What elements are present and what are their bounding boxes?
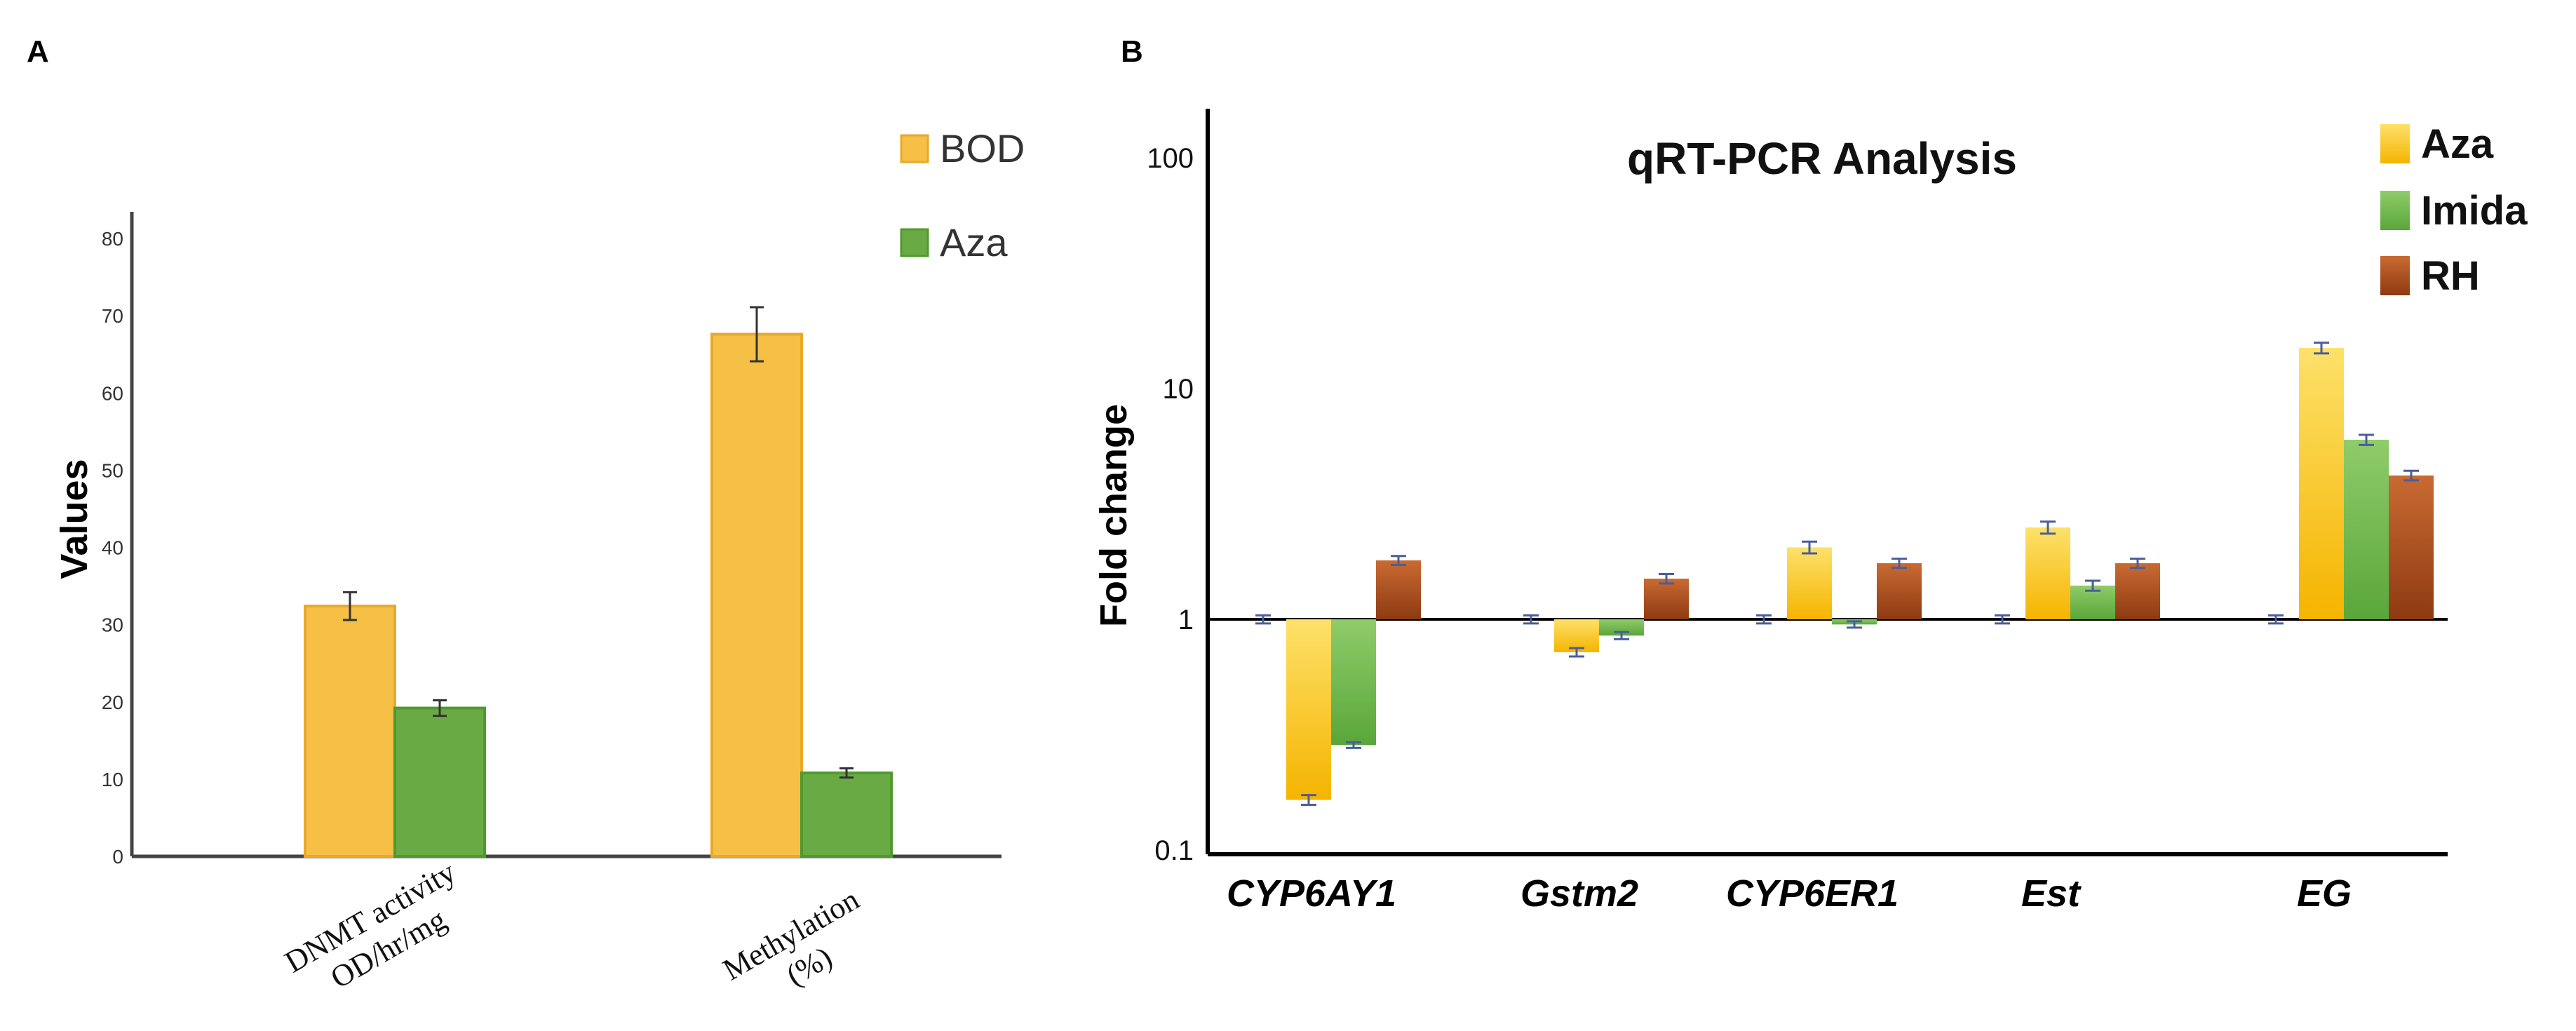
b-bar-aza (1554, 619, 1599, 652)
b-bar-rh (1877, 563, 1922, 619)
b-bar-rh (2389, 475, 2434, 619)
a-legend-label-bod: BOD (940, 126, 1025, 170)
b-bar-aza (1787, 547, 1832, 619)
panel-b-letter: B (1121, 34, 1143, 69)
b-y-tick-label: 0.1 (1154, 835, 1194, 866)
b-legend-label-rh: RH (2421, 253, 2480, 299)
a-y-tick-label: 10 (102, 769, 123, 790)
b-bar-rh (1376, 560, 1421, 619)
panel-a-letter: A (27, 34, 49, 69)
a-category-label: Methylation(%) (717, 882, 883, 1018)
b-legend-swatch-imida (2380, 191, 2410, 230)
b-bar-rh (2115, 563, 2160, 619)
a-y-tick-label: 60 (102, 382, 123, 404)
a-legend-swatch-bod (900, 134, 929, 163)
b-category-label: CYP6ER1 (1726, 872, 1899, 915)
a-y-tick-label: 70 (102, 305, 123, 327)
a-bar-aza (393, 706, 486, 858)
a-bar-aza (800, 771, 893, 858)
b-bar-imida (2344, 439, 2389, 619)
a-y-tick-label: 80 (102, 228, 123, 250)
b-y-axis-title: Fold change (1093, 404, 1135, 627)
a-y-axis-title: Values (53, 459, 95, 579)
a-bar-bod (710, 332, 803, 858)
b-category-label: EG (2297, 872, 2352, 915)
b-legend-swatch-aza (2380, 124, 2410, 163)
b-bar-rh (1644, 579, 1689, 619)
b-y-tick-label: 100 (1147, 143, 1194, 174)
b-bar-aza (1286, 619, 1331, 800)
chart-a: 0 10 20 30 40 50 60 70 80 Values DNMT activityOD/h… (53, 126, 1025, 1018)
a-y-tick-label: 0 (112, 846, 123, 868)
b-category-label: Gstm2 (1520, 872, 1638, 915)
b-chart-title: qRT-PCR Analysis (1627, 133, 2017, 184)
a-y-tick-label: 50 (102, 459, 123, 481)
a-y-tick-label: 40 (102, 537, 123, 559)
a-y-tick-label: 20 (102, 692, 123, 713)
b-y-tick-label: 1 (1178, 605, 1194, 635)
b-legend-label-aza: Aza (2421, 121, 2494, 167)
a-bar-bod (304, 605, 396, 858)
b-legend-label-imida: Imida (2421, 188, 2528, 234)
b-bar-aza (2299, 348, 2344, 619)
b-bar-imida (1599, 619, 1644, 636)
b-category-label: Est (2021, 872, 2082, 915)
b-bar-imida (1331, 619, 1376, 746)
b-category-label: CYP6AY1 (1227, 872, 1396, 915)
chart-b: 0.1 1 10 100 Fold change qRT-PCR Analysis CYP6… (1093, 109, 2528, 915)
a-category-label: DNMT activityOD/hr/mg (279, 854, 480, 1011)
b-legend-swatch-rh (2380, 256, 2410, 295)
b-y-tick-label: 10 (1163, 374, 1194, 405)
a-legend-swatch-aza (900, 228, 929, 257)
b-bar-aza (2025, 527, 2070, 619)
a-y-tick-label: 30 (102, 614, 123, 636)
a-legend-label-aza: Aza (940, 220, 1008, 264)
